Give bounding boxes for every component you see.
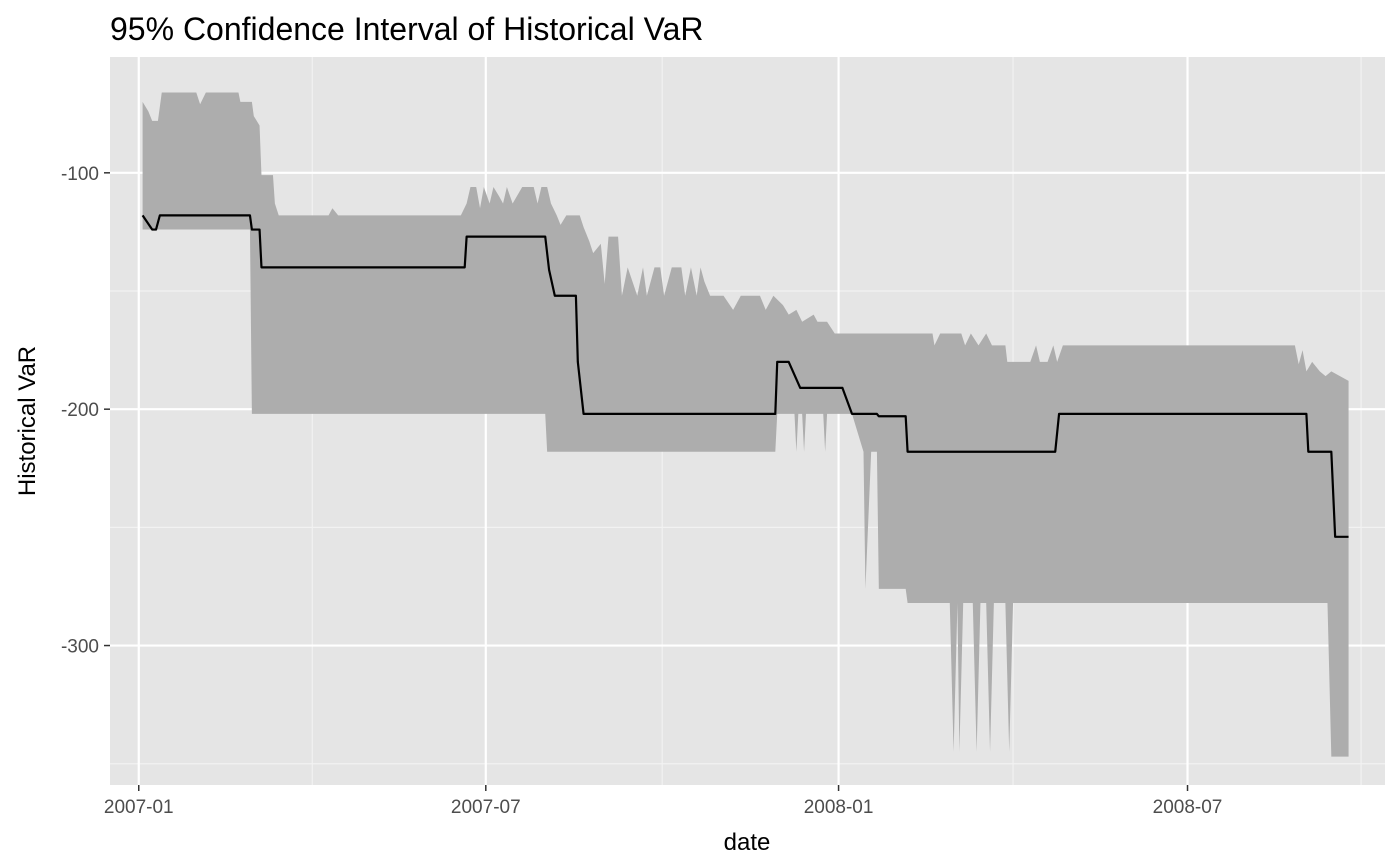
y-tick-label: -300 <box>61 637 99 658</box>
ci-band-area <box>142 92 1349 757</box>
chart-title: 95% Confidence Interval of Historical Va… <box>110 11 703 47</box>
x-tick-label: 2008-07 <box>1153 797 1223 818</box>
x-axis: 2007-01 2007-07 2008-01 2008-07 <box>104 785 1222 818</box>
y-axis-title: Historical VaR <box>14 346 41 496</box>
x-tick-label: 2007-07 <box>451 797 521 818</box>
x-axis-title: date <box>724 829 771 856</box>
x-tick-label: 2008-01 <box>804 797 874 818</box>
confidence-band <box>142 92 1349 757</box>
y-tick-label: -100 <box>61 164 99 185</box>
y-tick-label: -200 <box>61 400 99 421</box>
x-tick-label: 2007-01 <box>104 797 174 818</box>
y-axis: -100 -200 -300 <box>61 164 110 658</box>
var-series <box>141 214 1349 538</box>
var-line <box>141 214 1349 538</box>
